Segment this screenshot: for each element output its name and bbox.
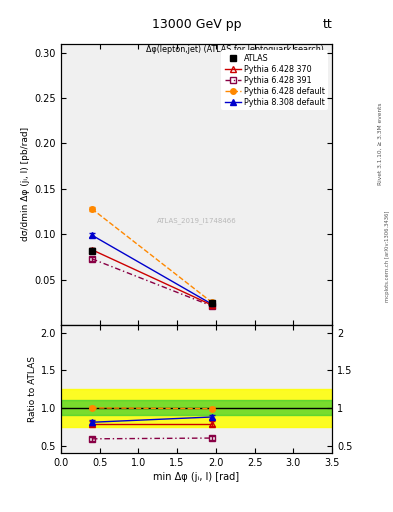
Text: Δφ(lepton,jet) (ATLAS for leptoquark search): Δφ(lepton,jet) (ATLAS for leptoquark sea… <box>146 45 324 54</box>
X-axis label: min Δφ (jᵢ, l) [rad]: min Δφ (jᵢ, l) [rad] <box>153 472 240 482</box>
Text: mcplots.cern.ch [arXiv:1306.3436]: mcplots.cern.ch [arXiv:1306.3436] <box>385 210 389 302</box>
Bar <box>61 400 332 415</box>
Text: 13000 GeV pp: 13000 GeV pp <box>152 18 241 31</box>
Text: tt: tt <box>322 18 332 31</box>
Text: Rivet 3.1.10, ≥ 3.3M events: Rivet 3.1.10, ≥ 3.3M events <box>378 102 383 185</box>
Bar <box>61 389 332 427</box>
Y-axis label: dσ/dmin Δφ (jᵢ, l) [pb/rad]: dσ/dmin Δφ (jᵢ, l) [pb/rad] <box>21 127 30 241</box>
Y-axis label: Ratio to ATLAS: Ratio to ATLAS <box>28 356 37 422</box>
Legend: ATLAS, Pythia 6.428 370, Pythia 6.428 391, Pythia 6.428 default, Pythia 8.308 de: ATLAS, Pythia 6.428 370, Pythia 6.428 39… <box>221 50 328 110</box>
Text: ATLAS_2019_I1748466: ATLAS_2019_I1748466 <box>157 218 236 224</box>
